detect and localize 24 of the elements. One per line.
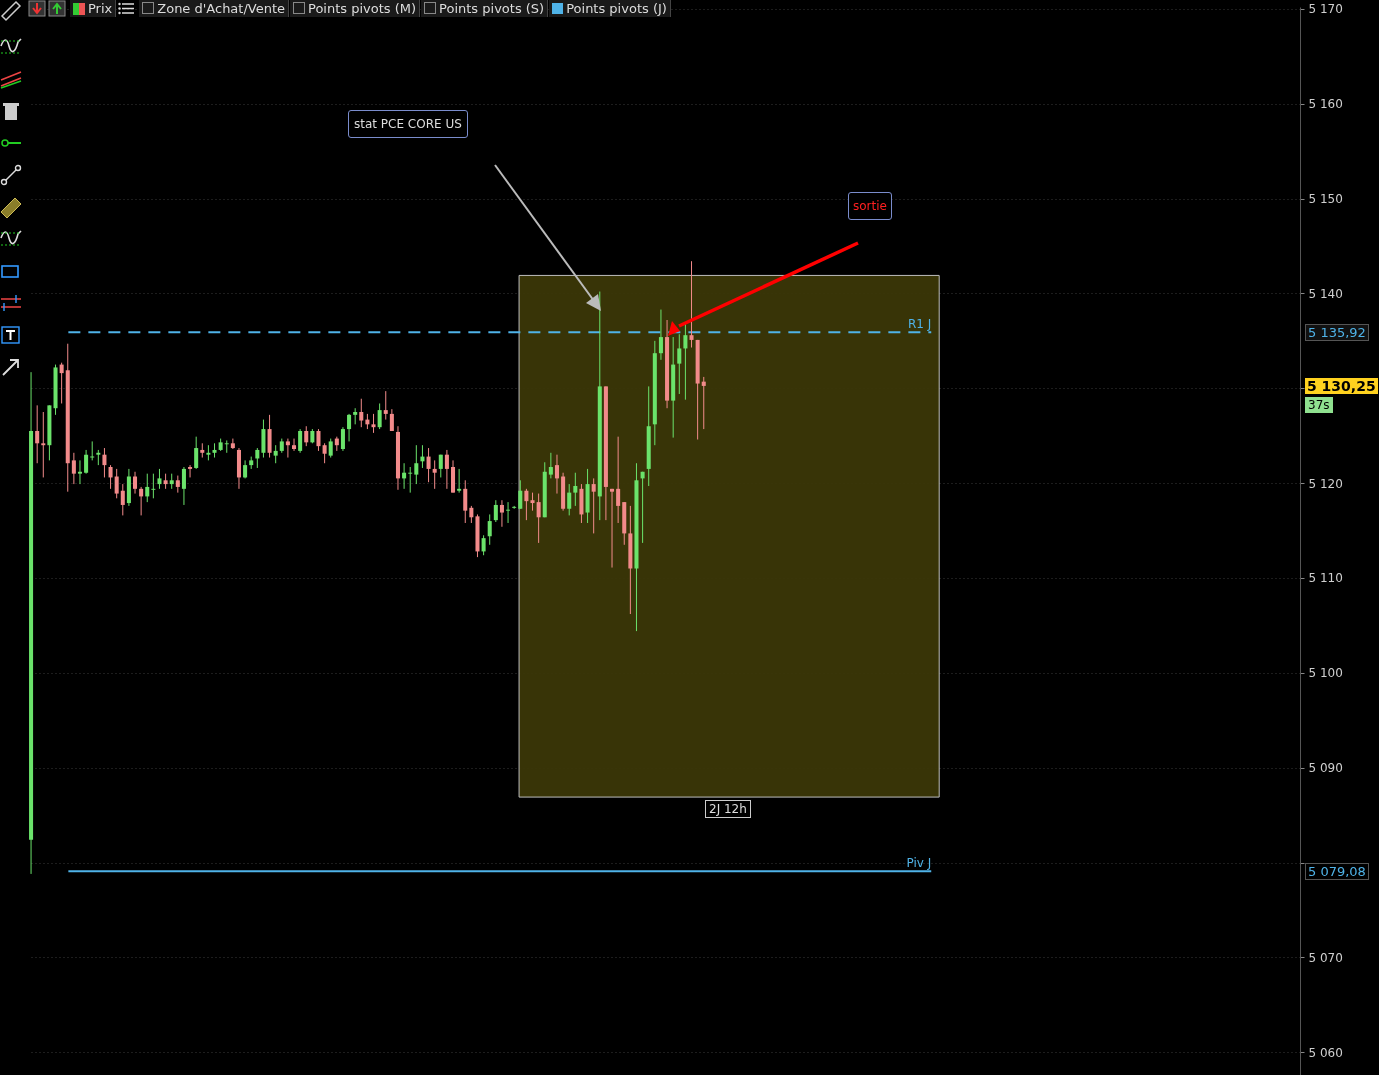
annotation: Points pivots (M) [308,1,417,16]
y-tick-label: 5 060 [1308,1045,1343,1060]
y-tick-label: 5 170 [1308,2,1343,17]
y-tick-label: 5 070 [1308,950,1343,965]
annotation: Prix [88,1,113,16]
text: 5 130,25 [1307,377,1376,394]
text: 37s [1308,397,1330,412]
annotation: Points pivots (J) [566,1,667,16]
y-tick-label: 5 100 [1308,666,1343,681]
annotation: sortie [853,199,887,213]
annotation: Points pivots (S) [439,1,545,16]
annotation: stat PCE CORE US [354,117,462,131]
ref-line-label: Piv J [906,856,932,871]
y-tick-label: 5 120 [1308,476,1343,491]
ref-line-label: R1 J [907,317,932,332]
annotation: Zone d'Achat/Vente [157,1,286,16]
y-tick-label: 5 150 [1308,192,1343,207]
y-tick-label: 5 160 [1308,97,1343,112]
y-tick-label: 5 110 [1308,571,1343,586]
text: 5 079,08 [1308,863,1366,879]
y-tick-label: 5 140 [1308,286,1343,301]
band-label: 2J 12h [709,802,747,817]
y-tick-label: 5 090 [1308,761,1343,776]
text: 5 135,92 [1308,324,1366,340]
